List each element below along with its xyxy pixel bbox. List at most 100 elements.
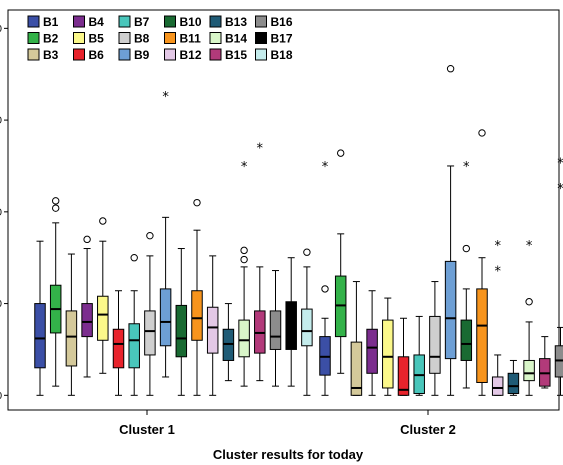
box-b14-cluster2: * — [523, 239, 535, 396]
box-iqr — [112, 328, 125, 369]
legend-item-b12: B12 — [164, 48, 202, 62]
box-b4-cluster2 — [366, 290, 378, 396]
box-b18-cluster1 — [301, 248, 313, 396]
box-b9-cluster2 — [444, 65, 457, 396]
legend-item-b14: B14 — [209, 32, 247, 46]
legend-item-b13: B13 — [209, 15, 247, 29]
box-b12-cluster2: ** — [491, 239, 504, 396]
outlier-point — [193, 198, 201, 207]
legend-swatch — [27, 48, 40, 61]
box-iqr — [476, 288, 488, 383]
outlier-point — [462, 244, 470, 253]
box-b6-cluster1 — [112, 290, 125, 396]
extreme-point: * — [322, 160, 329, 175]
box-b15-cluster2 — [539, 336, 551, 389]
extreme-point: * — [241, 160, 248, 175]
legend-label: B3 — [43, 48, 59, 62]
legend-swatch — [164, 15, 176, 28]
legend-label: B14 — [225, 32, 247, 46]
legend-label: B5 — [89, 32, 105, 46]
y-tick-label: 150 — [0, 116, 2, 127]
box-iqr — [65, 310, 78, 367]
legend-item-b9: B9 — [118, 48, 150, 62]
legend-item-b1: B1 — [27, 15, 59, 29]
box-b10-cluster1 — [175, 248, 188, 396]
box-b14-cluster1: * — [238, 160, 250, 387]
extreme-point: * — [463, 160, 470, 175]
box-iqr — [350, 341, 363, 396]
box-iqr — [301, 308, 313, 347]
outlier-point — [146, 231, 154, 240]
box-iqr — [128, 323, 140, 369]
legend-label: B15 — [225, 48, 247, 62]
outlier-point — [303, 248, 311, 256]
box-iqr — [34, 303, 46, 369]
legend-swatch — [209, 32, 222, 44]
legend-label: B9 — [134, 48, 150, 62]
legend-label: B4 — [89, 15, 105, 29]
box-b13-cluster2 — [507, 359, 520, 396]
box-iqr — [97, 295, 109, 341]
legend-label: B11 — [180, 32, 202, 46]
box-iqr — [191, 290, 203, 341]
legend-label: B18 — [271, 48, 293, 62]
box-b7-cluster1 — [128, 254, 140, 396]
box-b5-cluster2 — [382, 297, 394, 396]
y-tick-label: 50 — [0, 299, 2, 310]
legend-item-b7: B7 — [118, 15, 150, 29]
outlier-point — [83, 235, 91, 244]
box-iqr — [444, 260, 457, 360]
legend-swatch — [118, 48, 131, 61]
legend-item-b10: B10 — [164, 15, 202, 29]
box-iqr — [175, 304, 188, 358]
box-iqr — [144, 310, 156, 356]
legend-item-b15: B15 — [209, 48, 247, 62]
y-tick-label: 0 — [0, 391, 2, 402]
legend-item-b8: B8 — [118, 32, 150, 46]
legend-item-b17: B17 — [255, 32, 293, 46]
outlier-point — [240, 255, 248, 264]
box-iqr — [460, 319, 473, 361]
legend-label: B7 — [134, 15, 150, 29]
outlier-point — [525, 298, 533, 306]
x-axis-title: Cluster results for today — [213, 447, 364, 462]
legend-swatch — [255, 48, 267, 61]
box-iqr — [523, 359, 535, 382]
outlier-point — [321, 285, 329, 293]
box-b8-cluster1 — [144, 231, 156, 396]
box-iqr — [159, 288, 172, 347]
outlier-point — [478, 129, 486, 137]
legend-swatch — [73, 32, 85, 44]
legend-label: B12 — [180, 48, 202, 62]
legend-item-b4: B4 — [73, 15, 105, 29]
box-b15-cluster1: * — [254, 142, 266, 382]
legend-label: B6 — [89, 48, 105, 62]
legend-swatch — [164, 48, 176, 61]
legend-swatch — [73, 15, 85, 28]
box-b13-cluster1 — [222, 303, 235, 382]
box-b11-cluster2 — [476, 129, 488, 396]
box-b12-cluster1 — [206, 255, 219, 396]
box-b3-cluster2 — [350, 281, 363, 396]
outlier-point — [446, 65, 455, 73]
legend-item-b11: B11 — [164, 32, 202, 46]
legend-swatch — [27, 32, 40, 44]
box-b1-cluster2: * — [319, 160, 331, 396]
box-iqr — [81, 303, 93, 338]
extreme-point: * — [557, 182, 563, 197]
y-tick-label: 200 — [0, 24, 2, 35]
box-b2-cluster1 — [49, 197, 62, 387]
legend-swatch — [209, 15, 222, 28]
outlier-point — [52, 197, 60, 205]
outlier-point — [130, 254, 138, 262]
outlier-point — [240, 246, 248, 255]
legend-label: B17 — [271, 32, 293, 46]
box-iqr — [382, 319, 394, 389]
box-b8-cluster2 — [429, 281, 441, 396]
x-category-label: Cluster 2 — [400, 422, 456, 437]
box-b9-cluster1: * — [159, 90, 172, 378]
y-tick-label: 100 — [0, 207, 2, 218]
box-b16-cluster2: ** — [554, 156, 563, 396]
